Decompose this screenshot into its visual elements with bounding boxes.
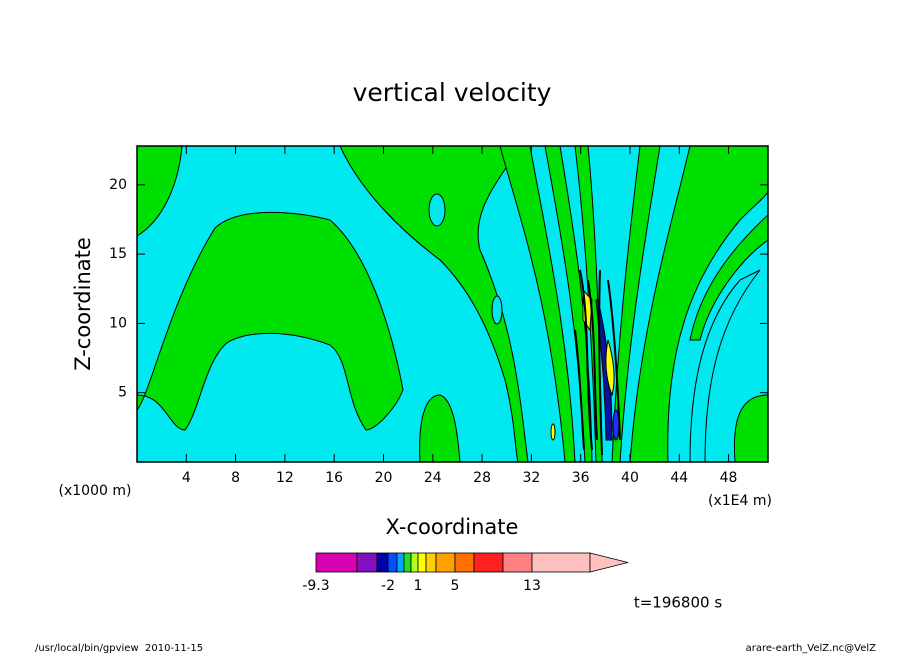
x-tick-label: 16 [325,470,343,486]
x-tick-label: 4 [182,470,191,486]
green-region [629,146,768,462]
y-tick-label: 20 [109,177,127,193]
colorbar-box [531,552,591,573]
plot-frame [136,145,769,463]
x-axis-label: X-coordinate [386,515,519,539]
x-unit: (x1E4 m) [708,493,772,509]
y-tick-label: 5 [118,385,127,401]
colorbar-box [376,552,389,573]
footer-left: /usr/local/bin/gpview 2010-11-15 [35,643,203,654]
green-region [689,214,768,341]
green-region [137,211,404,431]
green-region [499,146,576,462]
colorbar-tick-label: -2 [381,578,395,594]
colorbar-tick-label: 1 [414,578,423,594]
colorbar-extension [589,552,629,573]
colorbar-box [417,552,427,573]
x-unit: (x1000 m) [59,483,132,499]
colorbar-box [396,552,405,573]
positive-core [605,339,615,397]
x-tick-label: 36 [572,470,590,486]
colorbar-box [473,552,504,573]
colorbar-box [502,552,533,573]
x-tick-label: 8 [231,470,240,486]
x-tick-label: 12 [276,470,294,486]
colorbar-box [403,552,412,573]
green-region [611,146,661,462]
colorbar-box [454,552,475,573]
x-tick-label: 40 [621,470,639,486]
colorbar-tick-label: 5 [451,578,460,594]
negative-core [612,409,620,441]
green-region [137,146,183,237]
x-tick-label: 20 [375,470,393,486]
colorbar-tick-label: 13 [523,578,541,594]
colorbar-box [425,552,437,573]
colorbar-box [356,552,378,573]
positive-core [550,423,556,441]
colorbar-tick-label: -9.3 [302,578,329,594]
cyan-region [689,269,761,462]
y-tick-label: 15 [109,246,127,262]
contour-field [137,146,768,462]
green-region [419,394,461,462]
x-tick-label: 32 [522,470,540,486]
colorbar-box [435,552,456,573]
colorbar-box [387,552,398,573]
colorbar-box [410,552,419,573]
footer-right: arare-earth_VelZ.nc@VelZ [746,643,877,654]
x-tick-label: 28 [473,470,491,486]
x-tick-label: 48 [720,470,738,486]
y-tick-label: 10 [109,315,127,331]
cyan-cell [428,193,446,227]
colorbar-box [315,552,358,573]
time-label: t=196800 s [634,594,722,612]
contour-lines [574,269,621,456]
y-axis-label: Z-coordinate [71,237,95,371]
x-tick-label: 24 [424,470,442,486]
chart-title: vertical velocity [353,78,552,107]
x-tick-label: 44 [670,470,688,486]
cyan-cell [491,295,503,325]
